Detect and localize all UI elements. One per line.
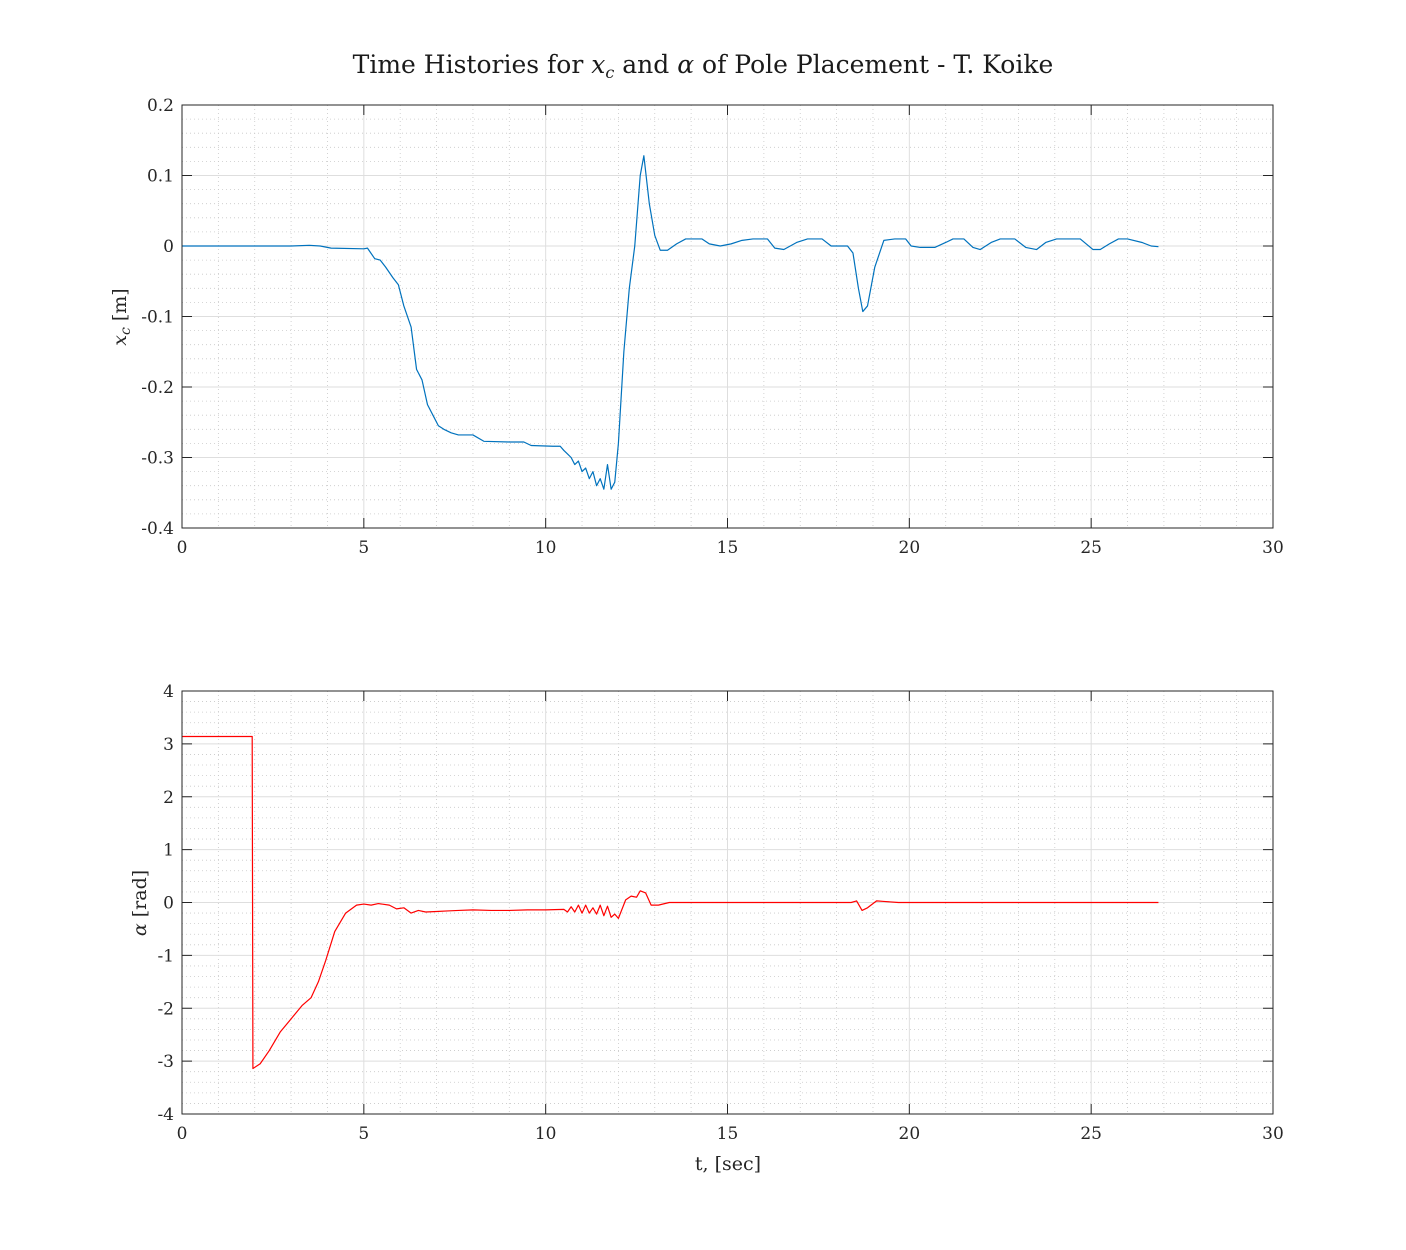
axes-frame bbox=[181, 104, 1274, 529]
y-tick-label: -0.1 bbox=[141, 308, 174, 328]
x-tick-label: 5 bbox=[358, 1124, 369, 1144]
y-tick-label: -4 bbox=[157, 1105, 174, 1125]
x-tick-label: 15 bbox=[717, 538, 739, 558]
y-tick-label: 0 bbox=[163, 894, 174, 914]
subplot-cart-position: 0 5 10 15 20 25 30 -0.4 -0.3 -0.2 -0.1 0 0.1 0.2 xc [… bbox=[109, 96, 1284, 558]
y-tick-label: -0.4 bbox=[141, 519, 174, 539]
y-axis-label: xc [m] bbox=[109, 288, 134, 345]
series-line bbox=[182, 735, 1159, 1070]
x-tick-label: 10 bbox=[535, 1124, 557, 1144]
x-tick-label: 5 bbox=[358, 538, 369, 558]
y-axis-label: α [rad] bbox=[129, 870, 151, 936]
x-tick-label: 25 bbox=[1080, 538, 1102, 558]
x-tick-label: 20 bbox=[899, 1124, 921, 1144]
x-axis-label: t, [sec] bbox=[695, 1153, 761, 1175]
x-tick-label: 20 bbox=[899, 538, 921, 558]
series-polyline bbox=[182, 735, 1159, 1070]
series-polyline bbox=[182, 155, 1159, 490]
y-tick-label: -3 bbox=[157, 1052, 174, 1072]
series-line bbox=[182, 155, 1159, 490]
y-tick-label: 4 bbox=[163, 682, 174, 702]
y-tick-label: -1 bbox=[157, 946, 174, 966]
y-tick-label: 2 bbox=[163, 788, 174, 808]
x-tick-label: 15 bbox=[717, 1124, 739, 1144]
y-tick-label: 0 bbox=[163, 237, 174, 257]
x-tick-label: 0 bbox=[177, 538, 188, 558]
y-tick-label: 0.1 bbox=[147, 167, 174, 187]
tick-labels: 0 5 10 15 20 25 30 -4 -3 -2 -1 0 1 2 3 4 bbox=[157, 682, 1283, 1144]
x-tick-label: 0 bbox=[177, 1124, 188, 1144]
y-tick-label: -0.2 bbox=[141, 378, 174, 398]
x-tick-label: 25 bbox=[1080, 1124, 1102, 1144]
y-tick-label: 0.2 bbox=[147, 96, 174, 116]
x-tick-label: 30 bbox=[1262, 1124, 1284, 1144]
y-tick-label: -0.3 bbox=[141, 449, 174, 469]
y-tick-label: -2 bbox=[157, 999, 174, 1019]
x-tick-label: 30 bbox=[1262, 538, 1284, 558]
subplot-pendulum-angle: 0 5 10 15 20 25 30 -4 -3 -2 -1 0 1 2 3 4 α [rad] t, [se… bbox=[129, 682, 1284, 1175]
tick-labels: 0 5 10 15 20 25 30 -0.4 -0.3 -0.2 -0.1 0 0.1 0.2 bbox=[141, 96, 1284, 558]
axes-frame bbox=[181, 690, 1274, 1115]
x-tick-label: 10 bbox=[535, 538, 557, 558]
figure-title: Time Histories for xc and α of Pole Plac… bbox=[353, 50, 1054, 82]
y-tick-label: 1 bbox=[163, 841, 174, 861]
y-tick-label: 3 bbox=[163, 735, 174, 755]
